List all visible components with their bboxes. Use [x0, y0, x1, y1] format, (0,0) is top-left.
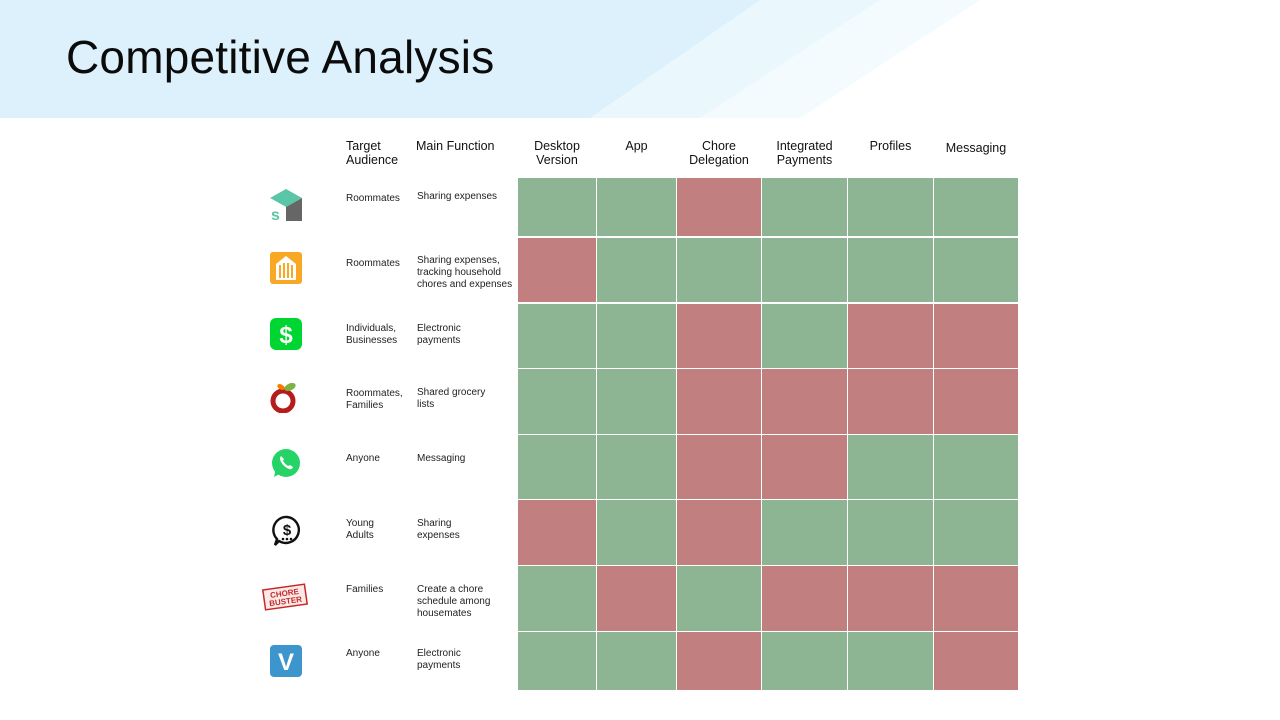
dollar-chat-icon: $: [271, 515, 303, 552]
matrix-cell-r6-c4: [762, 500, 847, 565]
matrix-cell-r5-c5: [848, 435, 933, 499]
header-target-audience: Target Audience: [346, 139, 399, 167]
cash-app-icon: $: [270, 318, 302, 355]
header-main-function: Main Function: [416, 139, 495, 153]
matrix-cell-r8-c3: [677, 632, 761, 690]
matrix-cell-r2-c2: [597, 238, 676, 302]
matrix-cell-r8-c1: [518, 632, 596, 690]
whatsapp-icon: [270, 447, 302, 484]
matrix-cell-r7-c3: [677, 566, 761, 631]
matrix-cell-r3-c1: [518, 304, 596, 368]
header-profiles: Profiles: [869, 139, 912, 153]
title-banner: [0, 0, 1280, 118]
row-2-target: Roommates: [346, 258, 400, 269]
svg-text:$: $: [279, 322, 293, 349]
matrix-cell-r1-c2: [597, 178, 676, 236]
matrix-cell-r6-c5: [848, 500, 933, 565]
matrix-cell-r4-c5: [848, 369, 933, 434]
matrix-cell-r1-c1: [518, 178, 596, 236]
matrix-cell-r1-c3: [677, 178, 761, 236]
matrix-cell-r3-c5: [848, 304, 933, 368]
matrix-cell-r2-c6: [934, 238, 1018, 302]
header-app: App: [625, 139, 648, 153]
svg-text:s: s: [271, 207, 280, 221]
row-2-function: Sharing expenses, tracking household cho…: [417, 255, 513, 290]
matrix-cell-r1-c4: [762, 178, 847, 236]
matrix-cell-r4-c4: [762, 369, 847, 434]
matrix-cell-r3-c3: [677, 304, 761, 368]
matrix-cell-r2-c1: [518, 238, 596, 302]
row-4-function: Shared grocery lists: [417, 387, 486, 410]
header-desktop-version: Desktop Version: [534, 139, 580, 167]
matrix-cell-r3-c2: [597, 304, 676, 368]
matrix-cell-r5-c1: [518, 435, 596, 499]
row-8-target: Anyone: [346, 648, 380, 659]
row-5-function: Messaging: [417, 453, 466, 464]
matrix-cell-r8-c4: [762, 632, 847, 690]
row-7-target: Families: [346, 584, 384, 595]
matrix-cell-r7-c2: [597, 566, 676, 631]
row-5-target: Anyone: [346, 453, 380, 464]
ourgroceries-icon: [269, 381, 301, 418]
row-3-function: Electronic payments: [417, 323, 461, 346]
svg-text:CHORE: CHORE: [270, 587, 301, 600]
banner-shapes: [0, 0, 1280, 118]
matrix-cell-r5-c3: [677, 435, 761, 499]
header-chore-delegation: Chore Delegation: [689, 139, 749, 167]
row-6-function: Sharing expenses: [417, 518, 460, 541]
matrix-cell-r6-c1: [518, 500, 596, 565]
matrix-cell-r2-c5: [848, 238, 933, 302]
flatastic-icon: [270, 252, 302, 289]
matrix-cell-r3-c4: [762, 304, 847, 368]
matrix-cell-r5-c4: [762, 435, 847, 499]
header-integrated-payments: Integrated Payments: [776, 139, 833, 167]
matrix-cell-r4-c1: [518, 369, 596, 434]
row-4-target: Roommates, Families: [346, 388, 403, 411]
svg-text:V: V: [278, 649, 294, 676]
matrix-cell-r1-c6: [934, 178, 1018, 236]
row-1-target: Roommates: [346, 193, 400, 204]
venmo-icon: V: [270, 645, 302, 682]
matrix-cell-r7-c6: [934, 566, 1018, 631]
matrix-cell-r5-c6: [934, 435, 1018, 499]
matrix-cell-r8-c2: [597, 632, 676, 690]
header-messaging: Messaging: [945, 141, 1007, 155]
matrix-cell-r8-c5: [848, 632, 933, 690]
matrix-cell-r4-c2: [597, 369, 676, 434]
splitwise-icon: s: [270, 189, 302, 226]
row-1-function: Sharing expenses: [417, 191, 498, 202]
row-6-target: Young Adults: [346, 518, 374, 541]
matrix-cell-r5-c2: [597, 435, 676, 499]
matrix-cell-r8-c6: [934, 632, 1018, 690]
matrix-cell-r1-c5: [848, 178, 933, 236]
page-title: Competitive Analysis: [66, 31, 495, 83]
matrix-cell-r3-c6: [934, 304, 1018, 368]
row-7-function: Create a chore schedule among housemates: [417, 584, 491, 619]
row-3-target: Individuals, Businesses: [346, 323, 398, 346]
matrix-cell-r4-c6: [934, 369, 1018, 434]
matrix-cell-r2-c3: [677, 238, 761, 302]
matrix-cell-r2-c4: [762, 238, 847, 302]
matrix-cell-r7-c4: [762, 566, 847, 631]
matrix-cell-r6-c2: [597, 500, 676, 565]
matrix-cell-r6-c6: [934, 500, 1018, 565]
svg-text:$: $: [283, 522, 292, 539]
matrix-cell-r4-c3: [677, 369, 761, 434]
chorebuster-icon: CHORE BUSTER: [261, 583, 309, 616]
matrix-cell-r6-c3: [677, 500, 761, 565]
matrix-cell-r7-c5: [848, 566, 933, 631]
row-8-function: Electronic payments: [417, 648, 461, 671]
matrix-cell-r7-c1: [518, 566, 596, 631]
